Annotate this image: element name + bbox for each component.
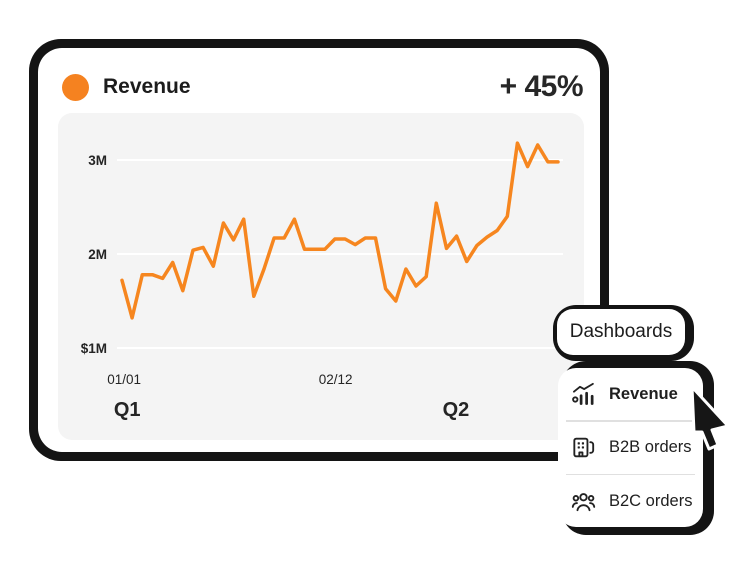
svg-text:02/12: 02/12	[319, 372, 353, 387]
dashboards-button[interactable]: Dashboards	[553, 305, 694, 361]
bar-chart-trend-icon	[571, 382, 596, 407]
svg-text:Q2: Q2	[443, 399, 470, 421]
people-group-icon	[571, 489, 596, 514]
dashboards-button-label: Dashboards	[569, 321, 673, 342]
menu-divider	[566, 473, 695, 475]
menu-item-b2b-orders[interactable]: B2B orders	[558, 422, 703, 474]
menu-item-label: B2C orders	[609, 491, 693, 510]
menu-item-label: B2B orders	[609, 438, 692, 456]
legend-dot-icon	[62, 73, 89, 101]
card-title: Revenue	[103, 75, 191, 98]
mouse-pointer-cursor	[690, 385, 730, 451]
building-icon	[571, 435, 596, 460]
svg-text:01/01: 01/01	[107, 372, 141, 387]
svg-text:$1M: $1M	[81, 341, 107, 356]
delta-percentage: + 45%	[499, 70, 584, 103]
menu-item-revenue[interactable]: Revenue	[558, 368, 703, 420]
chart-panel: 3M 2M $1M 01/01 02/12 Q1 Q2	[58, 113, 584, 440]
revenue-card: Revenue + 45% 3M 2M $1M 01/01 02/12 Q1 Q2	[29, 39, 609, 461]
menu-item-label: Revenue	[609, 384, 678, 403]
card-header: Revenue + 45%	[62, 62, 584, 112]
svg-text:2M: 2M	[88, 247, 107, 262]
svg-text:Q1: Q1	[114, 399, 141, 421]
svg-text:3M: 3M	[88, 153, 107, 168]
menu-item-b2c-orders[interactable]: B2C orders	[558, 475, 703, 527]
menu-divider	[566, 420, 695, 422]
dashboards-menu: Revenue B2B orders	[558, 361, 714, 535]
revenue-line-chart: 3M 2M $1M 01/01 02/12 Q1 Q2	[81, 141, 563, 421]
